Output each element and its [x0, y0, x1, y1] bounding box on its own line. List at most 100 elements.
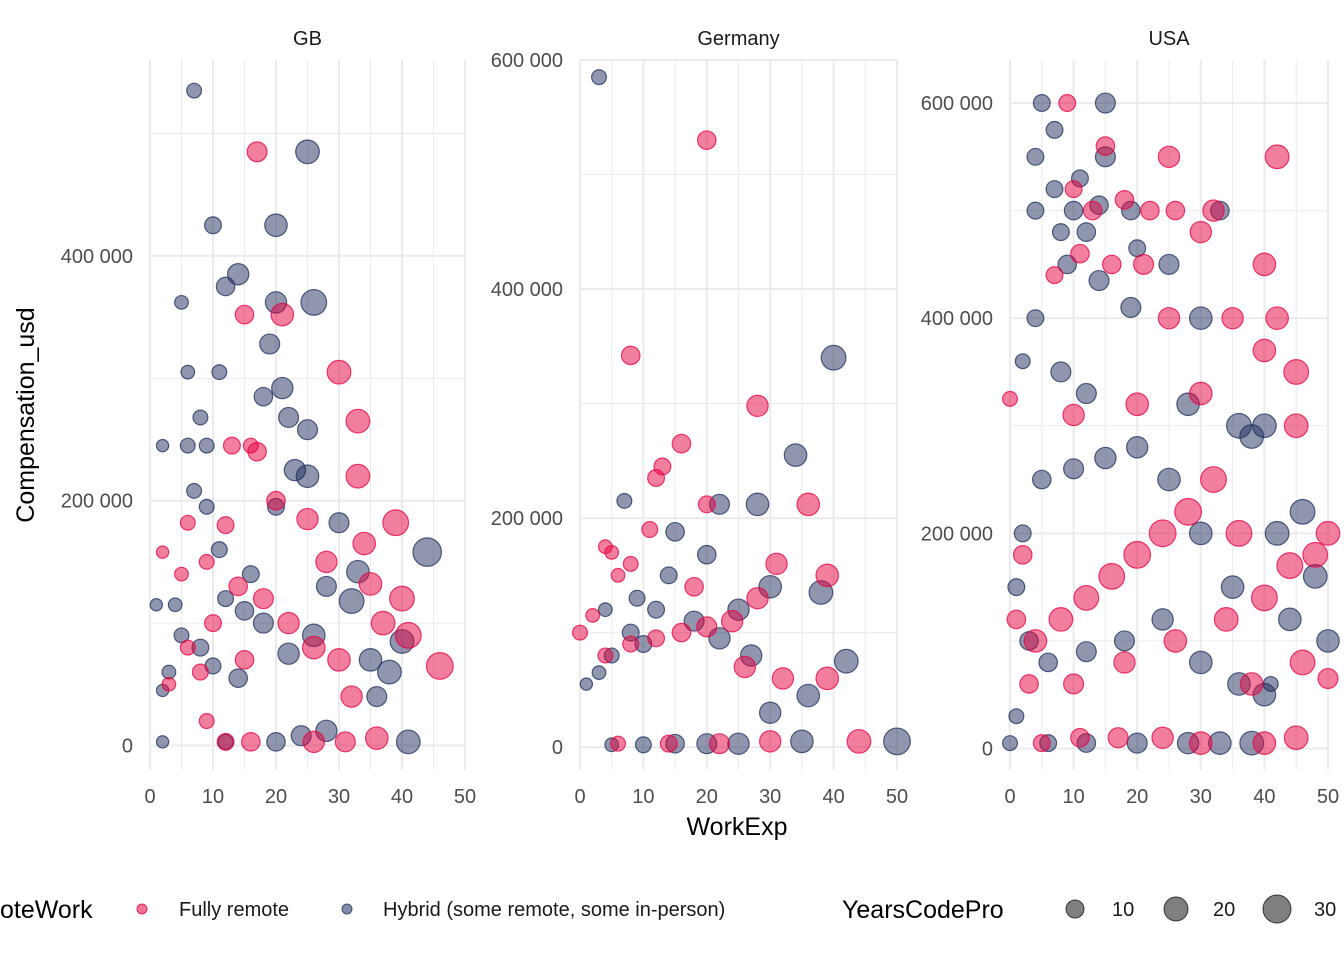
data-point [591, 665, 607, 681]
data-point [1064, 180, 1083, 199]
data-point [1239, 424, 1265, 449]
data-point [155, 735, 170, 749]
data-point [1113, 651, 1136, 674]
size-legend-label-10: 10 [1112, 899, 1134, 921]
data-point [1063, 673, 1085, 695]
data-point [1239, 672, 1264, 696]
data-point [161, 664, 177, 680]
data-point [1278, 607, 1302, 632]
data-point [1094, 92, 1116, 114]
data-point [1114, 190, 1135, 210]
size-legend-title: YearsCodePro [842, 896, 1004, 924]
data-point [1058, 94, 1077, 113]
data-point [234, 650, 255, 670]
data-point [179, 437, 196, 454]
data-point [222, 436, 241, 455]
data-point [1157, 467, 1181, 492]
data-point [252, 612, 274, 634]
data-point [671, 622, 692, 643]
data-point [758, 730, 782, 753]
panel-title: Germany [697, 28, 779, 50]
data-point [620, 345, 641, 366]
data-point [1163, 629, 1188, 653]
data-point [696, 616, 718, 638]
x-tick-label: 30 [759, 786, 781, 808]
data-point [204, 614, 222, 633]
data-point [161, 676, 177, 692]
data-point [1283, 359, 1310, 385]
data-point [1317, 668, 1339, 690]
data-point [1123, 540, 1152, 569]
data-point [1094, 446, 1117, 470]
x-tick-label: 50 [454, 786, 476, 808]
x-tick-label: 10 [1062, 786, 1084, 808]
data-point [1045, 180, 1064, 199]
data-point [340, 685, 363, 708]
data-point [345, 463, 371, 489]
data-point [758, 701, 782, 724]
data-point [820, 344, 847, 371]
data-point [1140, 200, 1160, 221]
data-point [246, 141, 268, 163]
size-legend-key-20 [1163, 896, 1189, 922]
data-point [1188, 650, 1213, 675]
data-point [1120, 296, 1142, 318]
data-point [174, 566, 189, 582]
data-point [1126, 732, 1148, 754]
data-point [647, 600, 666, 619]
y-tick-label: 0 [982, 738, 993, 760]
data-point [591, 69, 608, 86]
points-layer [1001, 92, 1341, 756]
data-point [1063, 200, 1084, 221]
data-point [1048, 606, 1074, 632]
data-point [1157, 145, 1181, 169]
data-point [395, 729, 421, 755]
data-point [234, 304, 255, 325]
data-point [216, 732, 235, 751]
data-point [571, 624, 588, 641]
data-point [295, 464, 320, 489]
data-point [597, 539, 613, 555]
data-point [746, 587, 769, 610]
data-point [377, 659, 402, 685]
data-point [1073, 584, 1100, 611]
data-point [597, 602, 613, 618]
x-tick-label: 40 [822, 786, 844, 808]
data-point [1264, 144, 1290, 170]
y-tick-label: 200 000 [921, 523, 993, 545]
x-tick-label: 20 [1126, 786, 1148, 808]
data-point [1012, 545, 1033, 565]
data-point [358, 647, 383, 672]
data-point [389, 585, 415, 612]
data-point [192, 409, 209, 426]
data-point [198, 498, 215, 515]
data-point [264, 213, 288, 238]
data-point [327, 647, 351, 672]
data-point [815, 563, 840, 588]
data-point [1031, 469, 1052, 490]
data-point [1157, 306, 1181, 330]
data-point [215, 276, 236, 297]
data-point [370, 610, 396, 636]
y-tick-label: 200 000 [61, 491, 133, 513]
panel-germany: Germany 0 10 20 30 40 50 0 200 000 400 000 600 000 [491, 28, 911, 808]
data-point [1026, 147, 1045, 166]
data-point [412, 537, 443, 567]
panel-title: GB [293, 28, 322, 50]
data-point [1289, 649, 1316, 676]
data-point [1151, 726, 1174, 749]
data-point [622, 635, 640, 653]
data-point [1283, 413, 1309, 439]
data-point [1032, 734, 1051, 753]
panel-gb: GB 0 10 20 30 40 50 0 200 000 400 000 [61, 28, 476, 808]
data-point [790, 729, 814, 754]
x-tick-label: 10 [632, 786, 654, 808]
data-point [259, 333, 281, 355]
data-point [1252, 338, 1277, 363]
data-point [1151, 608, 1174, 631]
data-point [277, 611, 300, 635]
data-point [394, 621, 422, 649]
data-point [1262, 675, 1279, 692]
x-tick-label: 0 [144, 786, 155, 808]
